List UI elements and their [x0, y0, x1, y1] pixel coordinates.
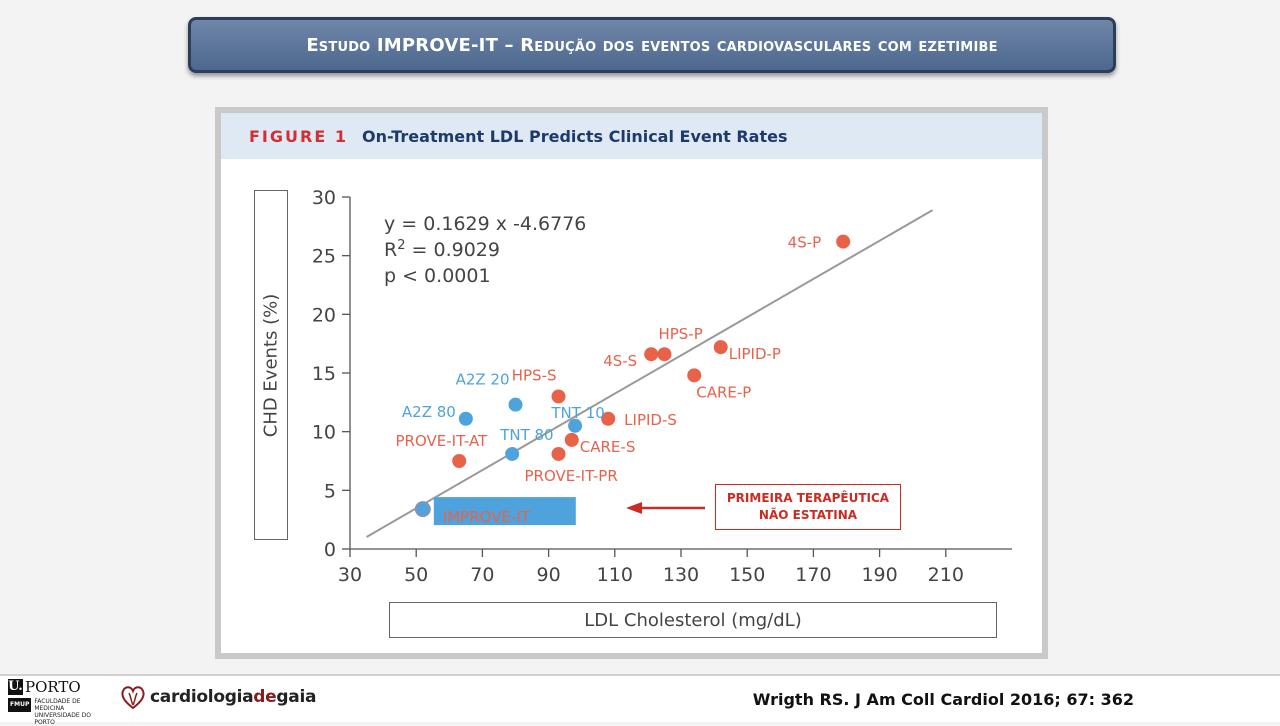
- regression-line: [366, 209, 934, 538]
- data-point-label: A2Z 80: [402, 403, 456, 421]
- callout-box: PRIMEIRA TERAPÊUTICA NÃO ESTATINA: [715, 484, 901, 530]
- x-tick-label: 150: [729, 564, 765, 586]
- data-point: [414, 501, 431, 518]
- data-point-label: LIPID-P: [729, 345, 781, 363]
- data-point-label: CARE-S: [580, 438, 636, 456]
- data-point-label: 4S-S: [603, 352, 637, 370]
- data-point-label: LIPID-S: [624, 411, 677, 429]
- y-tick-label: 20: [312, 304, 336, 326]
- data-point-label: CARE-P: [696, 383, 751, 401]
- data-point-label: PROVE-IT-AT: [396, 432, 489, 450]
- figure-label: FIGURE 1: [249, 126, 348, 146]
- citation: Wrigth RS. J Am Coll Cardiol 2016; 67: 3…: [752, 690, 1134, 709]
- x-tick-label: 110: [597, 564, 633, 586]
- callout-line-2: NÃO ESTATINA: [758, 508, 858, 522]
- data-point: [601, 411, 616, 426]
- x-tick-label: 170: [795, 564, 831, 586]
- x-axis-label: LDL Cholesterol (mg/dL): [584, 609, 802, 631]
- y-tick-label: 30: [312, 187, 336, 209]
- data-point: [551, 389, 566, 404]
- data-point-label: TNT 10: [550, 404, 604, 422]
- y-tick-label: 25: [312, 246, 336, 268]
- y-axis-label-box: CHD Events (%): [254, 190, 288, 540]
- footer-bar: [0, 674, 1280, 722]
- regression-equation: y = 0.1629 x -4.6776: [384, 213, 586, 235]
- uporto-logo: U. PORTO FMUP FACULDADE DE MEDICINA UNIV…: [8, 678, 112, 726]
- data-point: [687, 368, 702, 383]
- data-point: [568, 418, 583, 433]
- heart-logo-icon: [121, 686, 145, 710]
- r-squared-annotation: R2 = 0.9029: [384, 238, 500, 261]
- data-point-label: A2Z 20: [456, 371, 510, 389]
- data-point-label: TNT 80: [499, 426, 553, 444]
- x-tick-label: 70: [470, 564, 494, 586]
- x-tick-label: 30: [338, 564, 362, 586]
- x-tick-label: 190: [861, 564, 897, 586]
- x-axis-label-box: LDL Cholesterol (mg/dL): [389, 602, 997, 638]
- fmup-subtitle-2: UNIVERSIDADE DO PORTO: [34, 712, 91, 726]
- fmup-subtitle-1: FACULDADE DE MEDICINA: [34, 698, 81, 712]
- improve-it-highlight: [433, 497, 576, 526]
- y-tick-label: 10: [312, 422, 336, 444]
- data-point-label: IMPROVE-IT: [443, 508, 531, 526]
- data-point: [458, 411, 473, 426]
- uporto-logo-name: PORTO: [25, 678, 81, 696]
- y-tick-label: 5: [324, 480, 336, 502]
- y-tick-label: 0: [324, 539, 336, 561]
- data-point-label: HPS-P: [658, 325, 702, 343]
- callout-arrow-head: [626, 502, 642, 514]
- data-point: [713, 340, 728, 355]
- figure-title: On-Treatment LDL Predicts Clinical Event…: [361, 126, 788, 146]
- figure-panel: FIGURE 1 On-Treatment LDL Predicts Clini…: [215, 107, 1048, 659]
- data-point: [657, 347, 672, 362]
- x-tick-label: 210: [928, 564, 964, 586]
- cardiologiadegaia-wordmark: cardiologiadegaia: [150, 687, 317, 707]
- data-point: [452, 454, 467, 468]
- uporto-logo-u: U.: [8, 679, 23, 695]
- x-tick-label: 50: [404, 564, 428, 586]
- data-point: [564, 432, 579, 447]
- data-point-label: 4S-P: [788, 234, 822, 252]
- data-point-label: PROVE-IT-PR: [525, 467, 618, 485]
- data-point: [644, 347, 659, 362]
- slide-title: Estudo IMPROVE-IT – Redução dos eventos …: [306, 34, 998, 56]
- data-point: [551, 446, 566, 461]
- cardiologiadegaia-logo: cardiologiadegaia: [120, 683, 316, 711]
- slide-title-banner: Estudo IMPROVE-IT – Redução dos eventos …: [188, 17, 1116, 73]
- data-point: [505, 446, 520, 461]
- y-tick-label: 15: [312, 363, 336, 385]
- callout-line-1: PRIMEIRA TERAPÊUTICA: [726, 491, 890, 505]
- p-value-annotation: p < 0.0001: [384, 265, 491, 287]
- data-point-label: HPS-S: [512, 366, 557, 384]
- data-point: [508, 397, 523, 412]
- fmup-badge: FMUP: [8, 698, 32, 712]
- figure-header: FIGURE 1 On-Treatment LDL Predicts Clini…: [221, 113, 1042, 159]
- x-tick-label: 130: [663, 564, 699, 586]
- data-point: [836, 234, 851, 249]
- x-tick-label: 90: [537, 564, 561, 586]
